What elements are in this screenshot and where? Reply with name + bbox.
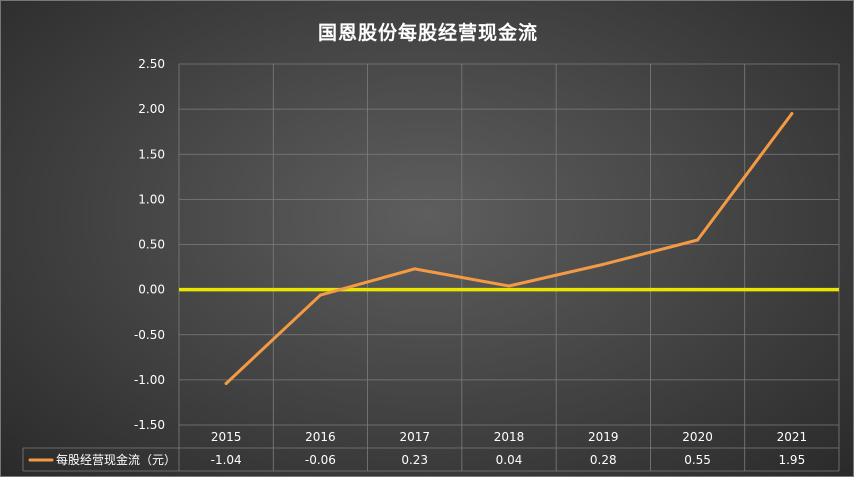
- y-tick-label: 1.00: [138, 192, 165, 206]
- data-point: [413, 267, 417, 271]
- y-tick-label: -0.50: [134, 328, 165, 342]
- y-tick-label: 0.50: [138, 238, 165, 252]
- x-category-label: 2017: [399, 430, 430, 444]
- y-tick-label: 0.00: [138, 283, 165, 297]
- table-value: -0.06: [305, 453, 336, 467]
- table-value: -1.04: [211, 453, 242, 467]
- chart-title: 国恩股份每股经营现金流: [317, 22, 538, 44]
- data-point: [601, 262, 605, 266]
- y-tick-label: 2.00: [138, 102, 165, 116]
- x-category-label: 2020: [682, 430, 713, 444]
- data-point: [696, 238, 700, 242]
- x-category-label: 2021: [777, 430, 808, 444]
- y-tick-label: -1.50: [134, 418, 165, 432]
- table-value: 0.55: [684, 453, 711, 467]
- legend-label: 每股经营现金流（元）: [56, 452, 176, 467]
- x-category-label: 2015: [211, 430, 242, 444]
- table-value: 0.23: [401, 453, 428, 467]
- table-value: 0.04: [496, 453, 523, 467]
- data-point: [507, 284, 511, 288]
- data-point: [790, 112, 794, 116]
- table-value: 1.95: [778, 453, 805, 467]
- x-category-label: 2016: [305, 430, 336, 444]
- data-point: [318, 293, 322, 297]
- x-category-label: 2018: [494, 430, 525, 444]
- y-tick-label: 2.50: [138, 57, 165, 71]
- x-category-label: 2019: [588, 430, 619, 444]
- y-tick-label: 1.50: [138, 147, 165, 161]
- data-point: [224, 381, 228, 385]
- y-tick-label: -1.00: [134, 373, 165, 387]
- table-value: 0.28: [590, 453, 617, 467]
